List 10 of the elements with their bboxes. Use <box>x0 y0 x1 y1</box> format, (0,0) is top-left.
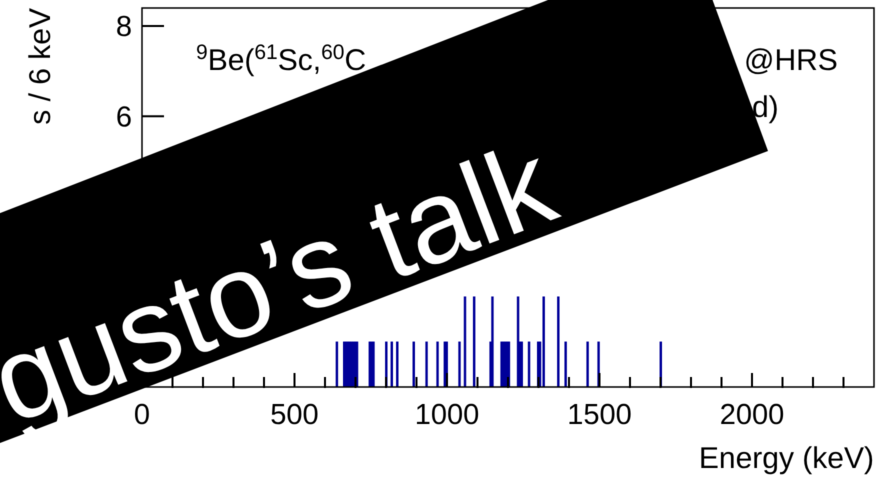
x-tick-label: 1500 <box>567 399 632 431</box>
x-axis-title: Energy (keV) <box>698 442 874 475</box>
x-tick-label: 1000 <box>414 399 480 431</box>
text: $^{9}$Be($^{61}$Sc,$^{60}$C <box>196 40 366 77</box>
annotation: @HRS <box>744 44 838 77</box>
annotation: d) <box>752 91 779 124</box>
y-tick-label: 6 <box>116 101 132 134</box>
y-axis-title: s / 6 keV <box>24 8 57 125</box>
y-tick-label: 8 <box>116 11 132 44</box>
x-tick-label: 2000 <box>720 399 784 431</box>
